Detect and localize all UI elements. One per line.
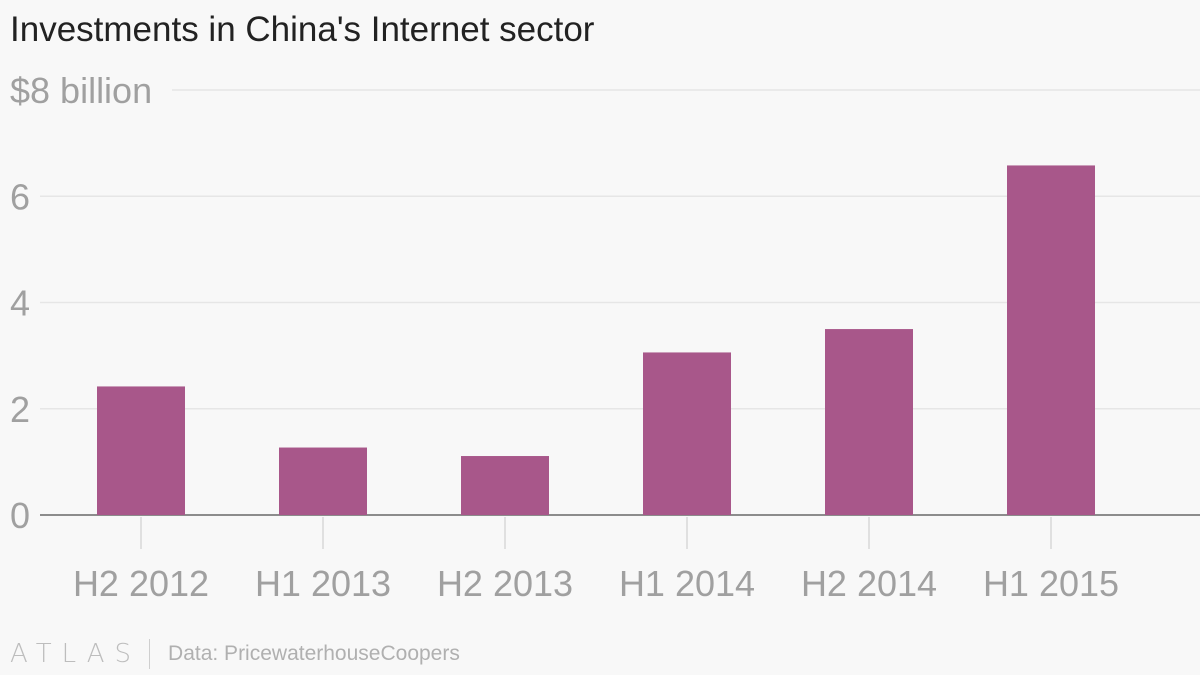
- y-tick-label-6: 6: [10, 176, 30, 217]
- bar-h1-2015: [1007, 165, 1095, 515]
- gridlines: [40, 89, 1200, 516]
- bar-h1-2014: [643, 352, 731, 515]
- source-note: Data: PricewaterhouseCoopers: [168, 642, 460, 665]
- bars: [97, 165, 1095, 515]
- x-axis-tick-labels: H2 2012 H1 2013 H2 2013 H1 2014 H2 2014 H1 20…: [73, 517, 1119, 604]
- y-tick-label-8: $8 billion: [10, 70, 152, 111]
- bar-h1-2013: [279, 447, 367, 515]
- bar-chart: 0 2 4 6 $8 billion H2 2012 H1 2013 H2 2013 H1 2…: [10, 70, 1200, 604]
- y-tick-label-4: 4: [10, 283, 30, 324]
- y-tick-label-0: 0: [10, 495, 30, 536]
- footer-divider: [149, 639, 151, 669]
- y-axis-tick-labels: 0 2 4 6 $8 billion: [10, 70, 152, 536]
- bar-h2-2014: [825, 329, 913, 515]
- bar-h2-2013: [461, 456, 549, 515]
- x-tick-label-h1-2013: H1 2013: [255, 563, 391, 604]
- x-tick-label-h1-2015: H1 2015: [983, 563, 1119, 604]
- y-tick-label-2: 2: [10, 389, 30, 430]
- footer: ATLAS Data: PricewaterhouseCoopers: [10, 636, 460, 672]
- x-tick-label-h2-2014: H2 2014: [801, 563, 937, 604]
- x-tick-label-h2-2012: H2 2012: [73, 563, 209, 604]
- bar-h2-2012: [97, 386, 185, 515]
- x-tick-label-h2-2013: H2 2013: [437, 563, 573, 604]
- x-tick-label-h1-2014: H1 2014: [619, 563, 755, 604]
- atlas-logo: ATLAS: [10, 639, 142, 669]
- chart-title: Investments in China's Internet sector: [10, 10, 595, 49]
